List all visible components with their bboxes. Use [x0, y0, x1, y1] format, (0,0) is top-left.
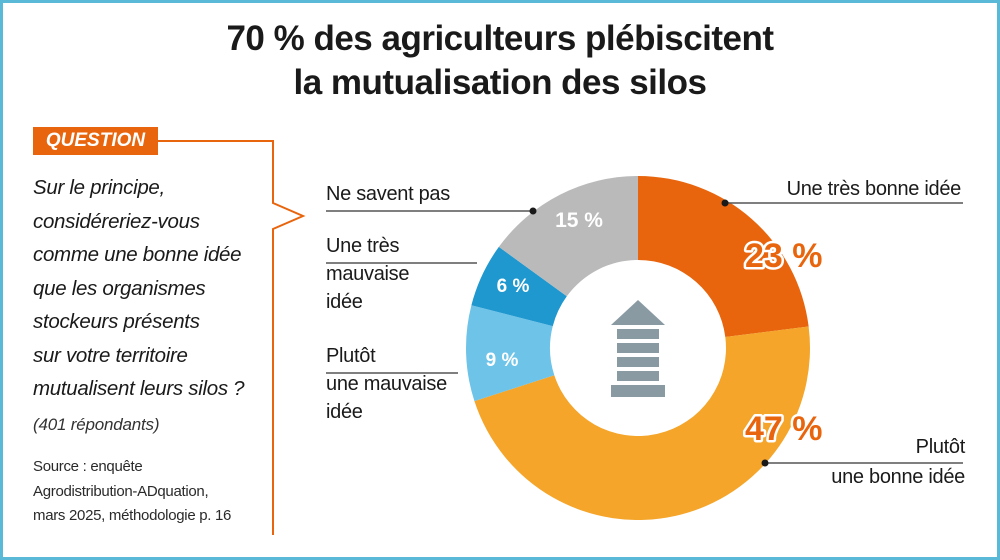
slice-plutot-une-mauvaise-idee — [466, 305, 555, 402]
slice-une-tres-mauvaise-idee — [471, 246, 567, 327]
slice-une-tres-bonne-idee — [638, 176, 809, 337]
leader-dot — [721, 199, 729, 207]
slice-label-plutot-une-bonne-idee: Plutôt une bonne idée — [831, 436, 965, 488]
slice-label-plutot-une-mauvaise-idee: Plutôt une mauvaise idée — [326, 345, 447, 423]
question-line: considéreriez-vous — [33, 209, 200, 233]
slice-label-une-tres-mauvaise-idee: Une très mauvaise idée — [326, 235, 409, 313]
respondents-count: (401 répondants) — [33, 415, 160, 434]
slice-value-une-tres-mauvaise-idee: 6 % — [497, 276, 530, 297]
question-bracket — [158, 140, 306, 535]
source-line: Agrodistribution-ADquation, — [33, 482, 209, 500]
question-line: Sur le principe, — [33, 176, 165, 199]
question-line: mutualisent leurs silos ? — [33, 377, 245, 400]
question-line: sur votre territoire — [33, 343, 188, 367]
slice-ne-savent-pas — [498, 176, 638, 297]
slice-label-ne-savent-pas: Ne savent pas — [326, 183, 450, 205]
chart-title-line-1: 70 % des agriculteurs plébiscitent — [226, 19, 774, 58]
slice-value-une-tres-bonne-idee: 23 % — [745, 237, 823, 275]
slice-plutot-une-bonne-idee — [474, 326, 810, 520]
question-tag: QUESTION — [33, 127, 158, 155]
question-line: stockeurs présents — [33, 310, 200, 333]
source-line: Source : enquête — [33, 458, 143, 475]
question-text: Sur le principe, considéreriez-vous comm… — [33, 171, 303, 406]
source-note: Source : enquête Agrodistribution-ADquat… — [33, 455, 283, 529]
slice-label-une-tres-bonne-idee: Une très bonne idée — [787, 178, 962, 200]
chart-title-line-2: la mutualisation des silos — [293, 63, 707, 102]
slice-value-plutot-une-mauvaise-idee: 9 % — [486, 350, 519, 371]
chart-title: 70 % des agriculteurs plébiscitent la mu… — [3, 17, 997, 105]
silo-icon — [611, 300, 665, 397]
donut-chart: Une très bonne idée Plutôt une bonne idée P… — [326, 176, 966, 520]
question-line: comme une bonne idée — [33, 243, 242, 266]
source-line: mars 2025, méthodologie p. 16 — [33, 507, 232, 524]
slice-value-ne-savent-pas: 15 % — [555, 209, 603, 232]
question-line: que les organismes — [33, 276, 206, 300]
leader-dot — [529, 207, 537, 215]
slice-value-plutot-une-bonne-idee: 47 % — [745, 410, 823, 448]
leader-dot — [761, 459, 769, 467]
